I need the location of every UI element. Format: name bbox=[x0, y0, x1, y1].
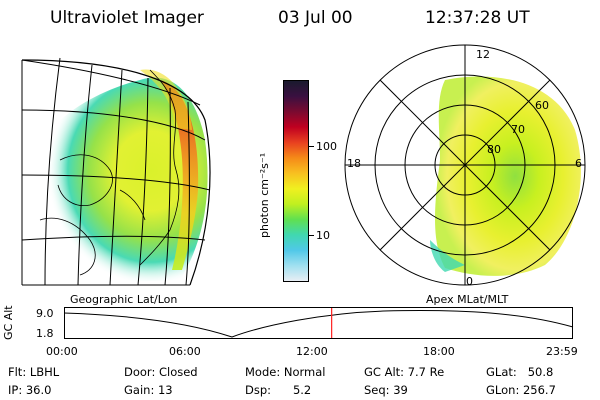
seq-info: Seq: 39 bbox=[364, 383, 408, 397]
colorbar-unit-label: photon cm⁻²s⁻¹ bbox=[258, 152, 271, 238]
time-tick-1200: 12:00 bbox=[296, 345, 328, 358]
earth-limb bbox=[21, 59, 211, 286]
aurora-emission-polar bbox=[435, 76, 581, 276]
mode-info: Mode: Normal bbox=[245, 365, 326, 379]
filter-info: Flt: LBHL bbox=[8, 365, 60, 379]
coastline bbox=[39, 69, 180, 276]
time-tick-1800: 18:00 bbox=[423, 345, 455, 358]
aurora-emission-geo bbox=[18, 77, 208, 285]
colorbar-gradient bbox=[284, 81, 308, 281]
geo-panel-label: Geographic Lat/Lon bbox=[70, 293, 178, 306]
mlt-label-12: 12 bbox=[476, 48, 490, 61]
mlt-label-18: 18 bbox=[347, 157, 361, 170]
altitude-curve bbox=[64, 310, 574, 338]
glat-info: GLat: 50.8 bbox=[486, 365, 554, 379]
time-tick-0600: 06:00 bbox=[169, 345, 201, 358]
gain-info: Gain: 13 bbox=[124, 383, 173, 397]
time-tick-0000: 00:00 bbox=[46, 345, 78, 358]
mlt-label-0: 0 bbox=[466, 275, 473, 288]
ip-info: IP: 36.0 bbox=[8, 383, 52, 397]
colorbar bbox=[283, 80, 309, 282]
glon-info: GLon: 256.7 bbox=[486, 383, 556, 397]
instrument-title: Ultraviolet Imager bbox=[50, 8, 204, 28]
lat-label-80: 80 bbox=[487, 143, 501, 156]
geographic-map bbox=[18, 57, 211, 286]
altitude-plot-frame bbox=[64, 307, 573, 339]
lat-label-70: 70 bbox=[511, 123, 525, 136]
dsp-info: Dsp: 5.2 bbox=[245, 383, 312, 397]
altitude-ylabel: GC Alt bbox=[2, 305, 15, 340]
polar-grid bbox=[344, 44, 586, 286]
door-info: Door: Closed bbox=[124, 365, 198, 379]
colorbar-tick-10: 10 bbox=[316, 229, 330, 242]
lat-label-60: 60 bbox=[535, 99, 549, 112]
polar-plot: 12 18 6 0 60 70 80 bbox=[344, 44, 586, 288]
altitude-plot bbox=[64, 307, 574, 339]
date-label: 03 Jul 00 bbox=[278, 8, 353, 28]
time-tick-2359: 23:59 bbox=[546, 345, 578, 358]
altitude-ytick-9: 9.0 bbox=[36, 307, 54, 320]
altitude-ytick-1-8: 1.8 bbox=[36, 327, 54, 340]
polar-panel-label: Apex MLat/MLT bbox=[426, 293, 509, 306]
gc-alt-info: GC Alt: 7.7 Re bbox=[364, 365, 445, 379]
mlt-label-6: 6 bbox=[575, 157, 582, 170]
time-label: 12:37:28 UT bbox=[425, 8, 530, 28]
colorbar-tick-100: 100 bbox=[316, 140, 337, 153]
lat-lon-grid bbox=[21, 57, 211, 286]
